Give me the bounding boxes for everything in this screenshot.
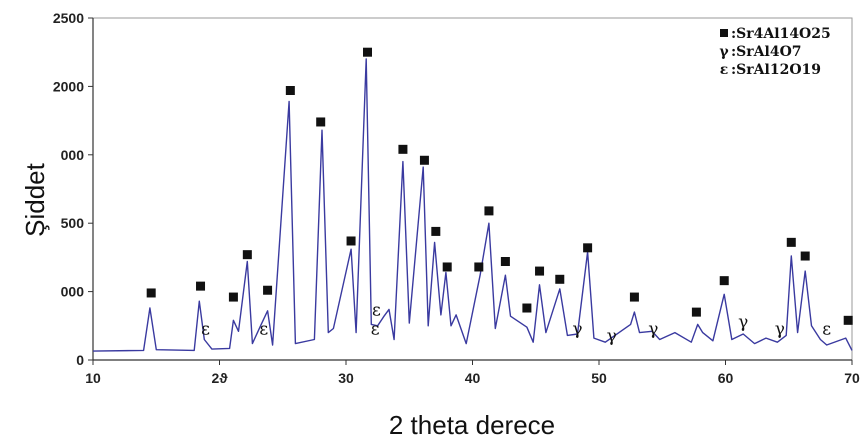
peak-marker-sr4al14o25 <box>228 292 238 302</box>
peak-marker-sr4al14o25 <box>555 274 565 284</box>
y-tick-label: 500 <box>61 215 85 231</box>
peak-marker-sr4al14o25 <box>691 307 701 317</box>
legend-label: :SrAl4O7 <box>731 44 802 60</box>
peak-marker-sr4al14o25 <box>419 155 429 165</box>
peak-marker-sr4al14o25 <box>285 86 295 96</box>
x-tick-label: 10 <box>85 370 101 386</box>
y-tick-label: 0 <box>76 352 84 368</box>
peak-marker-sr4al14o25 <box>316 117 326 127</box>
legend-marker: γ <box>719 44 729 60</box>
x-tick-label: 40 <box>465 370 481 386</box>
peak-marker-sral12o19: ε <box>201 320 210 340</box>
peak-marker-sral4o7: γ <box>572 320 582 340</box>
x-tick-label: 50 <box>591 370 607 386</box>
peak-marker-sral4o7: γ <box>648 320 658 340</box>
peak-marker-sr4al14o25 <box>442 262 452 272</box>
peak-marker-sral12o19: ε <box>822 320 831 340</box>
x-tick-label: 2ϑ <box>212 370 229 386</box>
y-axis-title: Şiddet <box>20 162 50 236</box>
peak-marker-sr4al14o25 <box>522 303 532 313</box>
peak-marker-sr4al14o25 <box>535 266 545 276</box>
peak-marker-sr4al14o25 <box>146 288 156 298</box>
peak-marker-sr4al14o25 <box>474 262 484 272</box>
peak-marker-sr4al14o25 <box>398 144 408 154</box>
peak-marker-sr4al14o25 <box>583 243 593 253</box>
peak-marker-sr4al14o25 <box>843 315 853 325</box>
legend-label: :SrAl12O19 <box>731 62 821 78</box>
y-tick-label: 2500 <box>53 10 84 26</box>
peak-marker-sr4al14o25 <box>719 276 729 286</box>
peak-marker-sr4al14o25 <box>629 292 639 302</box>
legend-marker: ε <box>720 62 729 78</box>
peak-marker-sr4al14o25 <box>431 226 441 236</box>
x-tick-label: 70 <box>844 370 860 386</box>
peak-marker-sr4al14o25 <box>484 206 494 216</box>
peak-marker-sr4al14o25 <box>500 257 510 267</box>
peak-marker-sr4al14o25 <box>363 47 373 57</box>
x-tick-label: 30 <box>338 370 354 386</box>
legend-marker <box>720 29 728 37</box>
peak-marker-sr4al14o25 <box>786 237 796 247</box>
y-tick-label: 2000 <box>53 78 84 94</box>
peak-marker-sr4al14o25 <box>346 236 356 246</box>
peak-marker-sral12o19: ε <box>259 320 268 340</box>
series-line <box>92 58 853 352</box>
peak-marker-sr4al14o25 <box>242 250 252 260</box>
peak-marker-sral4o7: γ <box>607 326 617 346</box>
peak-marker-sral12o19: ε <box>372 300 381 320</box>
peak-marker-sral12o19: ε <box>371 320 380 340</box>
peak-marker-sral4o7: γ <box>775 320 785 340</box>
y-tick-label: 000 <box>61 284 85 300</box>
x-tick-label: 60 <box>718 370 734 386</box>
peak-marker-sr4al14o25 <box>196 281 206 291</box>
peak-marker-sr4al14o25 <box>263 285 273 295</box>
peak-marker-sr4al14o25 <box>800 251 810 261</box>
legend-label: :Sr4Al14O25 <box>731 26 831 42</box>
y-tick-label: 000 <box>61 147 85 163</box>
x-axis-title: 2 theta derece <box>389 410 555 440</box>
peak-marker-sral4o7: γ <box>738 313 748 333</box>
